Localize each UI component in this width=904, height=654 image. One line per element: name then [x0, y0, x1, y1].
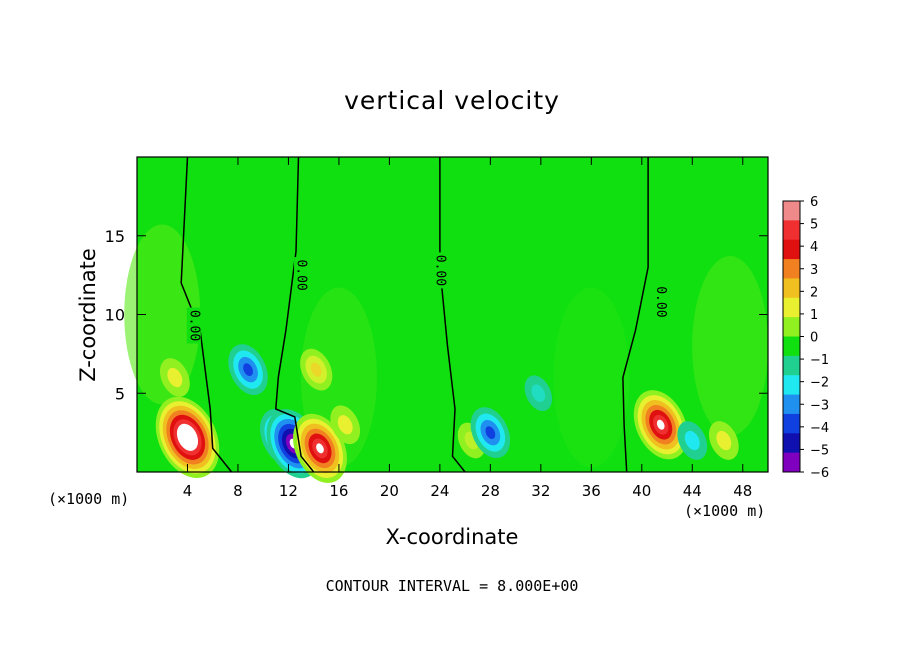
x-tick-label-2: 12 — [279, 482, 298, 500]
contour-label-0: 0.00 — [186, 310, 201, 341]
zero-contour-0 — [180, 156, 233, 473]
colorbar-label-0: 6 — [810, 195, 818, 210]
velocity-cell-6 — [300, 348, 333, 391]
velocity-cell-2 — [228, 344, 268, 396]
colorbar-label-4: 2 — [810, 285, 818, 300]
contour-label-bg-0 — [186, 307, 201, 344]
colorbar-segment-10 — [783, 394, 800, 415]
x-tick-label-0: 4 — [183, 482, 193, 500]
y-tick-label-2: 15 — [105, 227, 125, 246]
colorbar-segment-1 — [783, 220, 800, 241]
x-unit-left: (×1000 m) — [48, 490, 130, 508]
chart-title: vertical velocity — [344, 86, 560, 115]
zero-contour-3 — [622, 157, 649, 473]
colorbar-segment-0 — [783, 201, 800, 221]
velocity-cell-12 — [677, 421, 708, 460]
contour-label-2: 0.00 — [432, 255, 447, 286]
x-tick-label-6: 28 — [481, 482, 500, 500]
colorbar-label-7: −1 — [810, 353, 829, 368]
colorbar-label-1: 5 — [810, 218, 818, 233]
colorbar-label-9: −3 — [810, 398, 829, 413]
x-tick-label-11: 48 — [733, 482, 752, 500]
colorbar-segment-11 — [783, 413, 800, 434]
velocity-cell-1 — [159, 358, 190, 397]
colorbar-segment-13 — [783, 452, 800, 473]
velocity-wash-2 — [553, 287, 630, 468]
y-tick-label-0: 5 — [115, 384, 125, 403]
x-tick-label-1: 8 — [233, 482, 243, 500]
colorbar-label-8: −2 — [810, 376, 829, 391]
contour-label-1: 0.00 — [294, 259, 309, 290]
x-tick-label-5: 24 — [430, 482, 449, 500]
colorbar-segment-7 — [783, 336, 800, 357]
velocity-cell-11 — [633, 390, 688, 460]
x-axis-label: X-coordinate — [385, 525, 519, 549]
contour-label-bg-3 — [653, 283, 668, 320]
velocity-cell-10 — [524, 375, 553, 412]
x-tick-label-3: 16 — [329, 482, 348, 500]
velocity-cell-13 — [708, 421, 739, 460]
contour-label-3: 0.00 — [653, 286, 668, 317]
colorbar-label-3: 3 — [810, 263, 818, 278]
colorbar-label-10: −4 — [810, 421, 829, 436]
colorbar-segment-2 — [783, 239, 800, 260]
colorbar-label-6: 0 — [810, 331, 818, 346]
velocity-wash-3 — [692, 256, 769, 436]
x-tick-label-8: 36 — [582, 482, 601, 500]
colorbar-segment-9 — [783, 375, 800, 396]
contour-label-bg-2 — [432, 252, 447, 289]
colorbar-label-12: −6 — [810, 466, 829, 481]
colorbar-segment-6 — [783, 317, 800, 337]
x-tick-label-10: 44 — [683, 482, 702, 500]
contour-label-bg-1 — [294, 257, 309, 294]
colorbar-label-5: 1 — [810, 308, 818, 323]
velocity-cell-0 — [155, 396, 220, 479]
velocity-cell-7 — [330, 405, 361, 445]
colorbar-segment-4 — [783, 278, 800, 299]
contour-interval-note: CONTOUR INTERVAL = 8.000E+00 — [325, 577, 579, 595]
colorbar-segment-12 — [783, 433, 800, 454]
colorbar-segment-5 — [783, 297, 800, 318]
colorbar-segment-8 — [783, 355, 800, 376]
x-tick-label-4: 20 — [380, 482, 399, 500]
colorbar-label-11: −5 — [810, 443, 829, 458]
y-tick-label-1: 10 — [105, 306, 125, 325]
velocity-cell-9 — [470, 407, 511, 459]
colorbar-label-2: 4 — [810, 240, 818, 255]
x-tick-label-7: 32 — [531, 482, 550, 500]
x-tick-label-9: 40 — [632, 482, 651, 500]
zero-contour-2 — [439, 157, 466, 473]
colorbar-segment-3 — [783, 259, 800, 279]
x-unit-right: (×1000 m) — [684, 502, 766, 520]
